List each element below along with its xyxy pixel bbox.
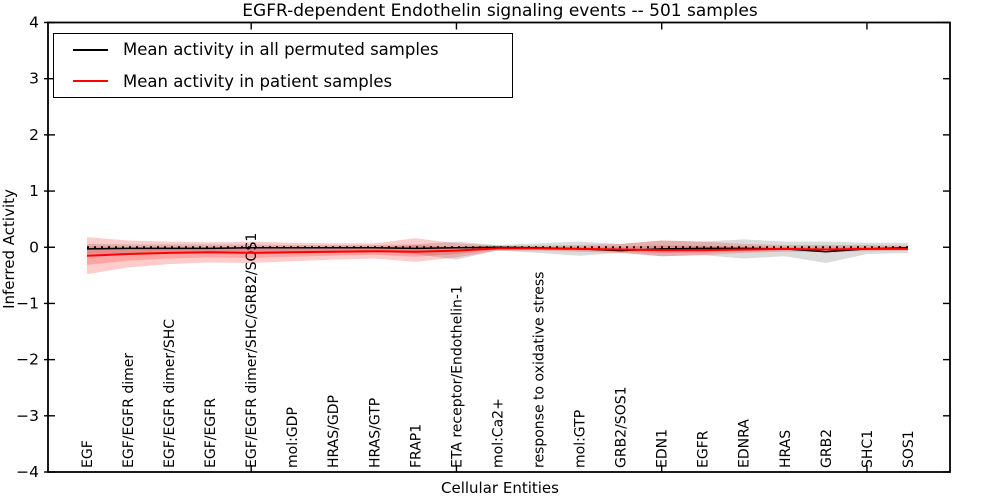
patient-samples-std-band — [87, 237, 908, 275]
y-tick-label: 2 — [29, 126, 39, 144]
x-tick-label: FRAP1 — [408, 424, 424, 468]
permuted-samples-std-band — [87, 239, 908, 263]
legend-label-patient: Mean activity in patient samples — [123, 71, 393, 91]
x-tick-label: mol:GTP — [573, 410, 589, 468]
x-tick-label: SHC1 — [860, 430, 876, 468]
legend-entry-patient: Mean activity in patient samples — [54, 66, 512, 97]
y-tick-label: 4 — [29, 14, 39, 32]
x-tick-label: HRAS/GDP — [326, 395, 342, 468]
patient-mean-line — [86, 247, 908, 257]
x-tick-label: EGF — [80, 440, 96, 468]
x-tick-label: HRAS/GTP — [367, 398, 383, 468]
x-tick-label: EDN1 — [655, 429, 671, 468]
x-tick-label: mol:GDP — [285, 407, 301, 468]
x-tick-label: GRB2 — [819, 429, 835, 468]
y-tick-label: −3 — [16, 407, 39, 425]
y-tick-label: 0 — [29, 238, 39, 256]
patient-line-swatch-icon — [73, 80, 108, 83]
legend-entry-permuted: Mean activity in all permuted samples — [54, 34, 512, 65]
x-tick-label: response to oxidative stress — [531, 272, 547, 468]
x-tick-label: SOS1 — [901, 430, 917, 468]
x-tick-label: EGF/EGFR dimer/SHC/GRB2/SOS1 — [244, 233, 260, 468]
x-tick-label: mol:Ca2+ — [490, 398, 506, 468]
x-tick-label: EGF/EGFR dimer/SHC — [162, 319, 178, 468]
x-tick-label: EDNRA — [737, 419, 753, 468]
y-tick-label: −4 — [16, 463, 39, 481]
permuted-line-swatch-icon — [73, 48, 108, 51]
x-tick-label: EGF/EGFR dimer — [121, 353, 137, 468]
y-tick-label: −1 — [16, 294, 39, 312]
chart-title: EGFR-dependent Endothelin signaling even… — [242, 1, 758, 21]
x-tick-label: GRB2/SOS1 — [614, 386, 630, 468]
x-tick-label: HRAS — [778, 430, 794, 468]
x-tick-label: EGF/EGFR — [203, 398, 219, 468]
legend-label-permuted: Mean activity in all permuted samples — [123, 40, 439, 60]
x-axis-title: Cellular Entities — [441, 479, 559, 497]
x-tick-label: EGFR — [696, 430, 712, 468]
y-tick-label: −2 — [16, 351, 39, 369]
y-tick-label: 3 — [29, 70, 39, 88]
y-tick-label: 1 — [29, 182, 39, 200]
x-tick-label: ETA receptor/Endothelin-1 — [449, 285, 465, 468]
legend: Mean activity in all permuted samples Me… — [53, 33, 513, 98]
y-axis-title: Inferred Activity — [0, 189, 18, 309]
